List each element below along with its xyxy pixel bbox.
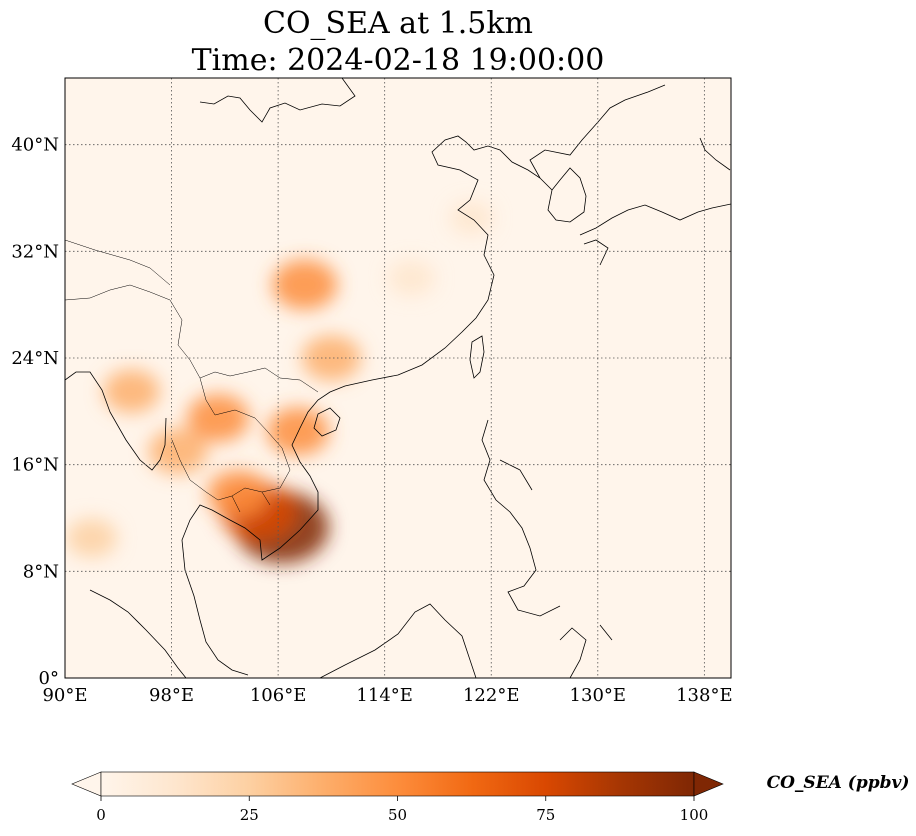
y-tick-label: 24°N xyxy=(11,348,59,369)
colorbar-extend-high xyxy=(693,771,724,797)
concentration-plume-5 xyxy=(272,259,338,310)
colorbar-tick-label: 25 xyxy=(240,806,259,824)
concentration-plume-8 xyxy=(148,428,208,475)
coastline-china xyxy=(199,78,356,123)
colorbar: 0 25 50 75 100 CO_SEA (ppbv) xyxy=(71,771,910,824)
border-china-south xyxy=(199,367,319,393)
coastline-japan xyxy=(579,137,731,266)
colorbar-ticks: 0 25 50 75 100 xyxy=(96,796,708,824)
coastline-bay-bengal xyxy=(65,371,167,471)
x-axis: 90°E 98°E 106°E 114°E 122°E 130°E 138°E xyxy=(42,685,732,706)
border-china-west xyxy=(65,239,171,286)
concentration-plume-7 xyxy=(103,369,160,414)
coastline-hainan xyxy=(313,407,341,437)
x-tick-label: 106°E xyxy=(250,685,307,706)
x-tick-label: 98°E xyxy=(149,685,194,706)
border-indochina xyxy=(171,377,291,513)
map-frame xyxy=(64,77,732,679)
coastline-borneo xyxy=(319,603,477,678)
x-tick-label: 130°E xyxy=(570,685,627,706)
concentration-plume-6 xyxy=(187,394,250,442)
y-tick-label: 16°N xyxy=(11,455,59,476)
concentration-plume-10 xyxy=(387,260,435,296)
concentration-plume-2 xyxy=(207,470,270,518)
chart-title-line1: CO_SEA at 1.5km xyxy=(263,6,533,41)
coastline-korea-north xyxy=(529,84,666,179)
map-background xyxy=(65,78,731,678)
chart-title-line2: Time: 2024-02-18 19:00:00 xyxy=(192,43,605,78)
colorbar-body xyxy=(100,771,695,797)
colorbar-tick-label: 50 xyxy=(388,806,407,824)
gridlines xyxy=(65,78,731,678)
concentration-plume-9 xyxy=(66,518,117,558)
coastline-korea xyxy=(547,167,587,223)
colorbar-tick-label: 0 xyxy=(96,806,106,824)
y-tick-label: 40°N xyxy=(11,135,59,156)
y-tick-label: 32°N xyxy=(11,241,59,262)
coastline-philippines xyxy=(481,419,561,617)
y-tick-label: 8°N xyxy=(23,561,59,582)
country-borders xyxy=(65,239,319,513)
map-area xyxy=(65,78,731,678)
coastline-east-asia xyxy=(181,135,553,676)
coastline-sumatra xyxy=(89,589,187,678)
colorbar-label: CO_SEA (ppbv) xyxy=(767,773,910,793)
coastline-sulawesi xyxy=(559,624,613,678)
y-tick-label: 0° xyxy=(39,668,59,689)
colorbar-tick-label: 100 xyxy=(680,806,709,824)
y-axis: 0° 8°N 16°N 24°N 32°N 40°N xyxy=(11,135,59,689)
concentration-plume-4 xyxy=(301,335,362,381)
coastlines xyxy=(65,78,731,678)
coastline-taiwan xyxy=(469,335,485,379)
colorbar-extend-low xyxy=(71,771,102,797)
x-tick-label: 90°E xyxy=(42,685,87,706)
x-tick-label: 122°E xyxy=(463,685,520,706)
colorbar-tick-label: 75 xyxy=(536,806,555,824)
border-india-myanmar xyxy=(65,284,201,379)
x-tick-label: 138°E xyxy=(676,685,733,706)
x-tick-label: 114°E xyxy=(356,685,413,706)
